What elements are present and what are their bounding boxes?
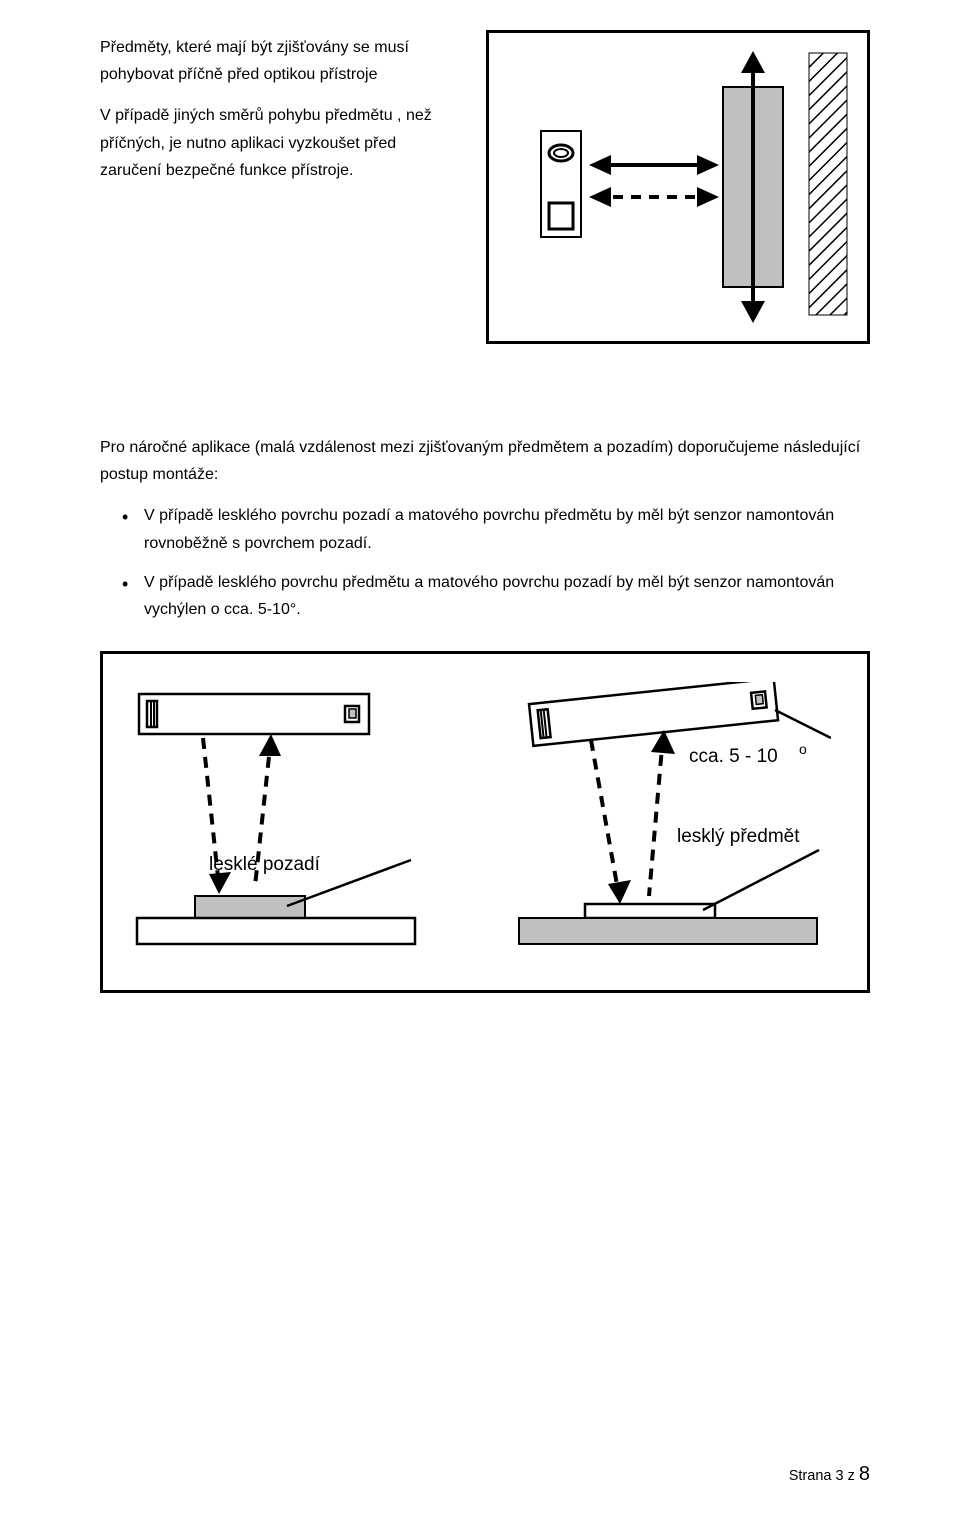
intro-p1: Předměty, které mají být zjišťovány se m…: [100, 34, 446, 88]
sensor-diagram-icon: [503, 47, 853, 327]
figure-1: [486, 30, 870, 344]
label-right: lesklý předmět: [677, 826, 800, 847]
middle-text: Pro náročné aplikace (malá vzdálenost me…: [100, 434, 870, 623]
footer-middle: z: [844, 1468, 859, 1484]
figure-2: lesklé pozadí cca. 5 - 10 o lesklý předm…: [100, 651, 870, 993]
bullet-2: V případě lesklého povrchu předmětu a ma…: [122, 569, 870, 623]
page-footer: Strana 3 z 8: [789, 1457, 870, 1491]
intro-p2: V případě jiných směrů pohybu předmětu ,…: [100, 102, 446, 184]
footer-page: 3: [835, 1468, 843, 1484]
mounting-diagram-icon: lesklé pozadí cca. 5 - 10 o lesklý předm…: [131, 682, 831, 962]
label-angle-deg: o: [799, 741, 807, 757]
middle-lead: Pro náročné aplikace (malá vzdálenost me…: [100, 434, 870, 488]
label-angle: cca. 5 - 10: [689, 746, 778, 767]
bullet-1: V případě lesklého povrchu pozadí a mato…: [122, 502, 870, 556]
intro-text: Předměty, které mají být zjišťovány se m…: [100, 30, 446, 344]
footer-total: 8: [859, 1463, 870, 1485]
bullets-list: V případě lesklého povrchu pozadí a mato…: [100, 502, 870, 623]
footer-prefix: Strana: [789, 1468, 836, 1484]
label-left: lesklé pozadí: [209, 854, 321, 875]
